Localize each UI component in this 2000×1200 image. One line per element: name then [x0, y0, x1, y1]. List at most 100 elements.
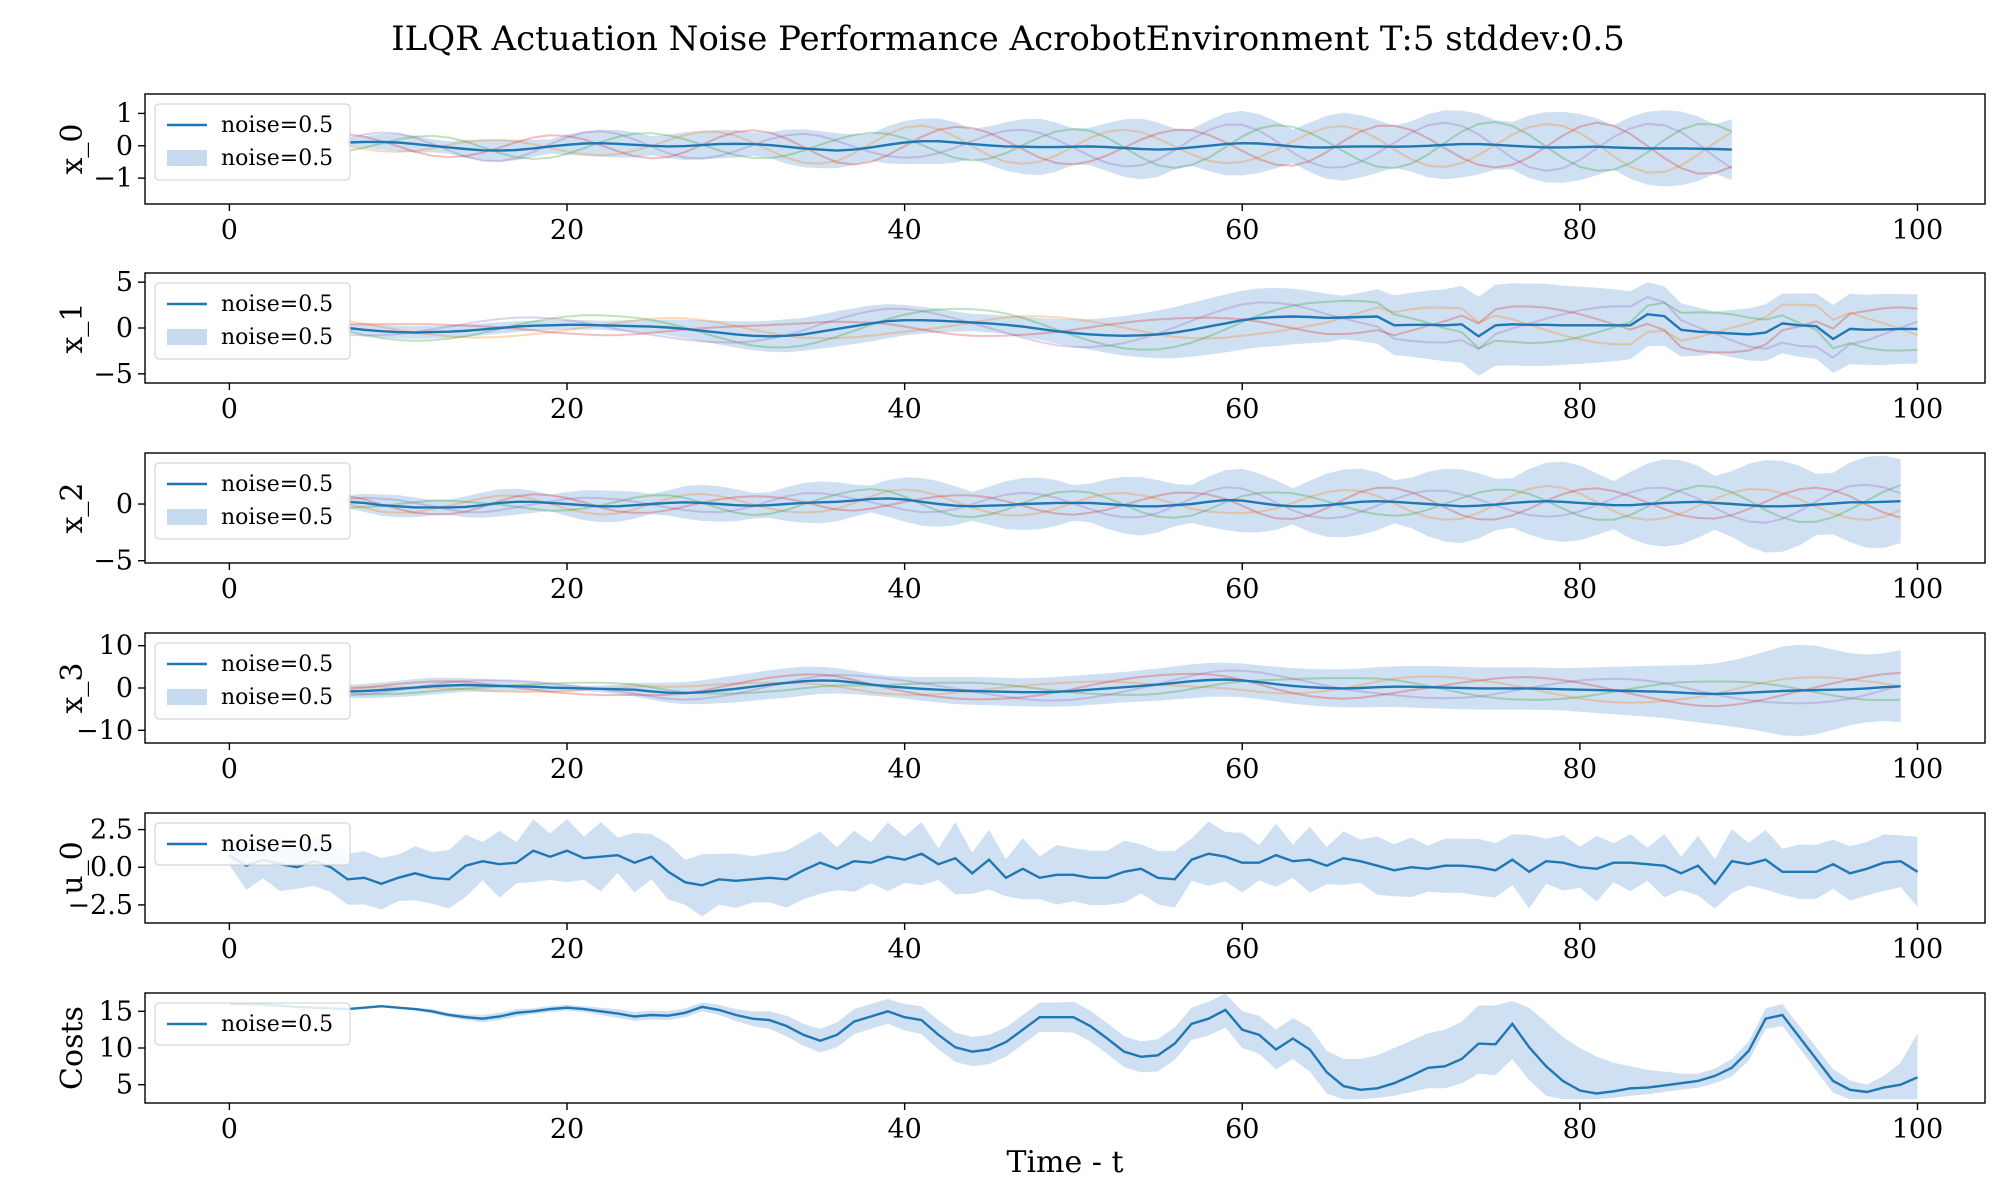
x-tick-label: 100 [1892, 574, 1944, 605]
y-tick-label: 15 [99, 996, 133, 1027]
y-tick-label: 1 [116, 98, 133, 129]
y-tick-label: 5 [116, 267, 133, 298]
x-tick-label: 60 [1225, 754, 1259, 785]
legend-label: noise=0.5 [221, 325, 333, 350]
x-tick-label: 60 [1225, 394, 1259, 425]
legend-label: noise=0.5 [221, 472, 333, 497]
x-tick-label: 60 [1225, 574, 1259, 605]
legend-label: noise=0.5 [221, 832, 333, 857]
x-tick-label: 100 [1892, 394, 1944, 425]
y-axis-label: x_2 [55, 482, 90, 533]
x-tick-label: 0 [221, 574, 238, 605]
legend-box [154, 1002, 351, 1046]
y-tick-label: 10 [99, 631, 133, 662]
subplot-panels: x_010−10 20 40 60 80 100noise=0.5noise=0.5x_1… [55, 93, 1986, 1145]
x-tick-label: 20 [550, 1114, 584, 1145]
y-tick-label: −10 [76, 715, 133, 746]
sample-trajectory [347, 299, 1918, 352]
legend-band-swatch [167, 509, 207, 525]
x-tick-label: 40 [887, 934, 921, 965]
legend-label: noise=0.5 [221, 1012, 333, 1037]
sample-trajectory [347, 303, 1918, 346]
subplot-x_2: x_2 0 −5 0 20 40 60 80 100 noise=0.5 noise=0.5 [55, 452, 1986, 605]
noise-band [229, 819, 1918, 917]
y-tick-label: −2.5 [67, 890, 133, 921]
mean-line [347, 313, 1918, 341]
x-axis-label: Time - t [1006, 1145, 1123, 1180]
legend-band-swatch [167, 150, 207, 166]
mean-line [228, 849, 1919, 887]
sample-trajectory [347, 483, 1901, 524]
x-tick-label: 80 [1563, 215, 1597, 246]
x-tick-label: 40 [887, 754, 921, 785]
y-tick-label: 5 [116, 1070, 133, 1101]
y-tick-label: −5 [93, 546, 133, 577]
noise-band [347, 282, 1918, 376]
x-tick-label: 60 [1225, 1114, 1259, 1145]
y-tick-label: −1 [93, 163, 133, 194]
x-tick-label: 20 [550, 934, 584, 965]
x-tick-label: 0 [221, 1114, 238, 1145]
x-tick-label: 20 [550, 754, 584, 785]
legend-band-swatch [167, 329, 207, 345]
legend-label: noise=0.5 [221, 113, 333, 138]
legend-label: noise=0.5 [221, 292, 333, 317]
chart-title: ILQR Actuation Noise Performance Acrobot… [391, 19, 1625, 59]
x-tick-label: 100 [1892, 1114, 1944, 1145]
x-tick-label: 80 [1563, 754, 1597, 785]
y-axis-label: x_1 [55, 302, 90, 353]
x-tick-label: 0 [221, 215, 238, 246]
x-tick-label: 60 [1225, 215, 1259, 246]
legend-label: noise=0.5 [221, 652, 333, 677]
x-tick-label: 100 [1892, 754, 1944, 785]
sample-trajectory [347, 122, 1733, 174]
axes-frame [144, 452, 1986, 564]
y-tick-label: 0 [116, 673, 133, 704]
y-axis-label: x_0 [55, 123, 90, 174]
x-tick-label: 20 [550, 215, 584, 246]
legend-label: noise=0.5 [221, 146, 333, 171]
noise-band [229, 993, 1918, 1100]
noise-band [347, 110, 1732, 187]
y-tick-label: 10 [99, 1033, 133, 1064]
y-tick-label: 0 [116, 131, 133, 162]
sample-trajectory [347, 296, 1918, 359]
x-tick-label: 80 [1563, 1114, 1597, 1145]
mean-line [347, 497, 1901, 509]
sample-trajectory [347, 671, 1901, 708]
y-tick-label: 0.0 [90, 852, 133, 883]
legend-band-swatch [167, 689, 207, 705]
mean-line [347, 140, 1732, 152]
sample-trajectory [347, 677, 1901, 702]
legend-box [154, 822, 351, 866]
y-tick-label: 2.5 [90, 815, 133, 846]
x-tick-label: 80 [1563, 934, 1597, 965]
x-tick-label: 60 [1225, 934, 1259, 965]
mean-line [347, 678, 1901, 696]
sample-trajectory [347, 121, 1733, 175]
sample-trajectory [347, 305, 1918, 354]
legend-label: noise=0.5 [221, 685, 333, 710]
y-axis-label: x_3 [55, 662, 90, 713]
x-tick-label: 20 [550, 394, 584, 425]
y-tick-label: 0 [116, 489, 133, 520]
legend-label: noise=0.5 [221, 505, 333, 530]
subplot-Costs: Costs 15 10 5 0 20 40 60 80 100 noise=0.5 [55, 992, 1986, 1145]
x-tick-label: 80 [1563, 394, 1597, 425]
x-tick-label: 40 [887, 215, 921, 246]
x-tick-label: 80 [1563, 574, 1597, 605]
x-tick-label: 20 [550, 574, 584, 605]
mean-line [229, 1002, 1918, 1095]
axes-frame [144, 93, 1986, 205]
sample-trajectory [347, 484, 1901, 522]
sample-trajectory [347, 120, 1733, 172]
y-axis-label: u_0 [55, 841, 90, 894]
axes-frame [144, 812, 1986, 924]
x-tick-label: 0 [221, 754, 238, 785]
x-tick-label: 40 [887, 1114, 921, 1145]
x-tick-label: 100 [1892, 934, 1944, 965]
subplot-u_0: u_02.5 0.0 −2.5 0 20 40 60 80 100 noise=0.5 [55, 812, 1986, 965]
